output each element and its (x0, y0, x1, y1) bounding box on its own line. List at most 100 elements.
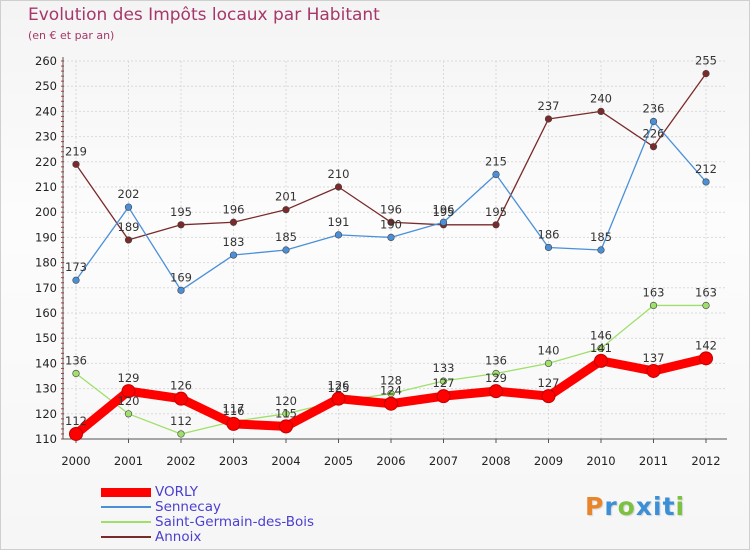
y-tick-label: 220 (35, 155, 57, 169)
data-point (279, 419, 293, 434)
data-point (226, 416, 241, 431)
y-tick-label: 130 (35, 382, 57, 396)
data-point (544, 359, 553, 368)
data-label: 237 (538, 99, 560, 113)
data-point (597, 344, 605, 352)
data-point (597, 107, 605, 115)
legend-swatch (101, 536, 151, 538)
logo-letter: i (675, 492, 686, 521)
data-label: 126 (170, 379, 192, 393)
data-point (439, 377, 448, 385)
data-label: 189 (118, 220, 140, 234)
y-tick-label: 240 (35, 104, 57, 118)
x-tick-label: 2006 (376, 454, 405, 468)
data-point (387, 233, 395, 241)
logo-letter: t (662, 492, 676, 521)
data-label: 115 (275, 406, 297, 420)
data-point (334, 183, 343, 191)
logo-letter: P (585, 492, 605, 521)
data-point (597, 246, 605, 254)
legend-label: Sennecay (155, 499, 221, 515)
data-label: 129 (485, 371, 507, 385)
data-label: 190 (380, 217, 402, 231)
x-tick-label: 2011 (639, 454, 668, 468)
data-point (72, 160, 80, 168)
data-point (646, 363, 661, 378)
data-label: 195 (170, 205, 192, 219)
data-label: 141 (590, 341, 612, 355)
data-label: 185 (275, 230, 297, 244)
data-point (702, 178, 710, 186)
data-label: 146 (590, 328, 612, 342)
proxiti-logo: Proxiti (585, 492, 685, 521)
x-tick-label: 2000 (61, 454, 90, 468)
legend-swatch (101, 521, 151, 523)
data-label: 186 (538, 227, 560, 241)
data-point (69, 426, 83, 441)
data-label: 202 (118, 187, 140, 201)
x-tick-label: 2009 (534, 454, 563, 468)
data-label: 183 (223, 235, 245, 249)
y-tick-label: 120 (35, 407, 57, 421)
x-tick-label: 2003 (219, 454, 248, 468)
data-point (177, 430, 185, 438)
data-label: 117 (223, 401, 245, 415)
chart-subtitle: (en € et par an) (28, 29, 115, 42)
data-point (544, 243, 553, 252)
data-label: 185 (590, 230, 612, 244)
data-label: 210 (328, 167, 350, 181)
data-point (72, 276, 80, 284)
y-tick-label: 230 (35, 130, 57, 144)
data-label: 215 (485, 154, 507, 168)
data-label: 196 (223, 202, 245, 216)
logo-letter: o (617, 492, 636, 521)
data-label: 196 (380, 202, 402, 216)
y-tick-label: 140 (35, 356, 57, 370)
data-label: 120 (275, 394, 297, 408)
legend-label: Annoix (155, 529, 202, 545)
legend-swatch (101, 506, 151, 508)
x-tick-label: 2004 (271, 454, 300, 468)
chart-title: Evolution des Impôts locaux par Habitant (28, 5, 380, 25)
data-point (387, 218, 395, 226)
data-point (439, 218, 448, 226)
data-point (121, 384, 136, 399)
data-label: 112 (65, 414, 87, 428)
data-point (177, 286, 185, 294)
data-label: 128 (380, 374, 402, 388)
data-label: 129 (118, 371, 140, 385)
data-label: 219 (65, 144, 87, 158)
data-label: 173 (65, 260, 87, 274)
data-point (334, 231, 343, 239)
logo-letter: i (653, 492, 663, 521)
data-label: 127 (538, 376, 560, 390)
data-point (649, 117, 658, 126)
y-tick-label: 200 (35, 205, 57, 219)
y-tick-label: 210 (35, 180, 57, 194)
data-point (699, 351, 713, 366)
data-point (649, 301, 658, 310)
data-label: 255 (695, 54, 717, 68)
data-label: 124 (380, 384, 402, 398)
legend-label: Saint-Germain-des-Bois (155, 514, 315, 530)
data-point (229, 251, 238, 259)
data-point (544, 115, 553, 123)
data-point (702, 69, 710, 78)
data-label: 120 (118, 394, 140, 408)
data-label: 191 (328, 215, 350, 229)
data-label: 137 (643, 351, 665, 365)
data-label: 136 (65, 353, 87, 367)
logo-letter: r (604, 492, 618, 521)
y-tick-label: 260 (35, 54, 57, 68)
data-point (492, 369, 500, 378)
data-label: 226 (643, 127, 665, 141)
data-point (282, 410, 290, 418)
data-point (541, 389, 556, 404)
data-point (331, 391, 346, 406)
data-label: 212 (695, 162, 717, 176)
data-point (282, 206, 290, 214)
data-point (174, 391, 188, 406)
data-point (177, 221, 185, 229)
x-tick-label: 2005 (324, 454, 353, 468)
